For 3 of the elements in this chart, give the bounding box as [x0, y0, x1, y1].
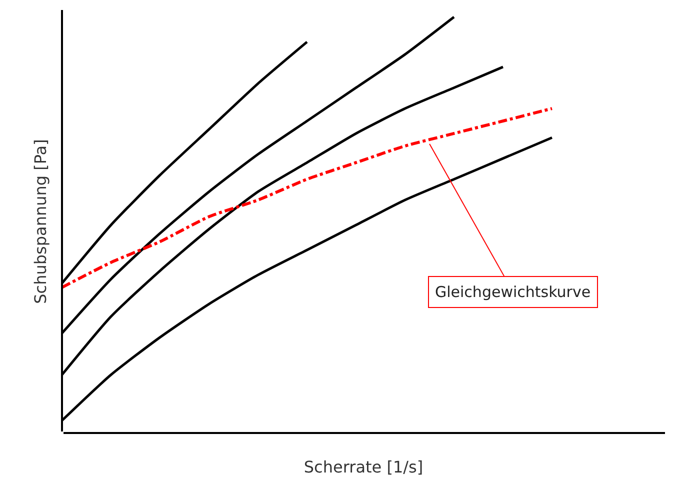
- annotation: Gleichgewichtskurve: [435, 283, 591, 301]
- x-axis-title: Scherrate [1/s]: [304, 458, 424, 477]
- y-axis-title: Schubspannung [Pa]: [30, 139, 50, 304]
